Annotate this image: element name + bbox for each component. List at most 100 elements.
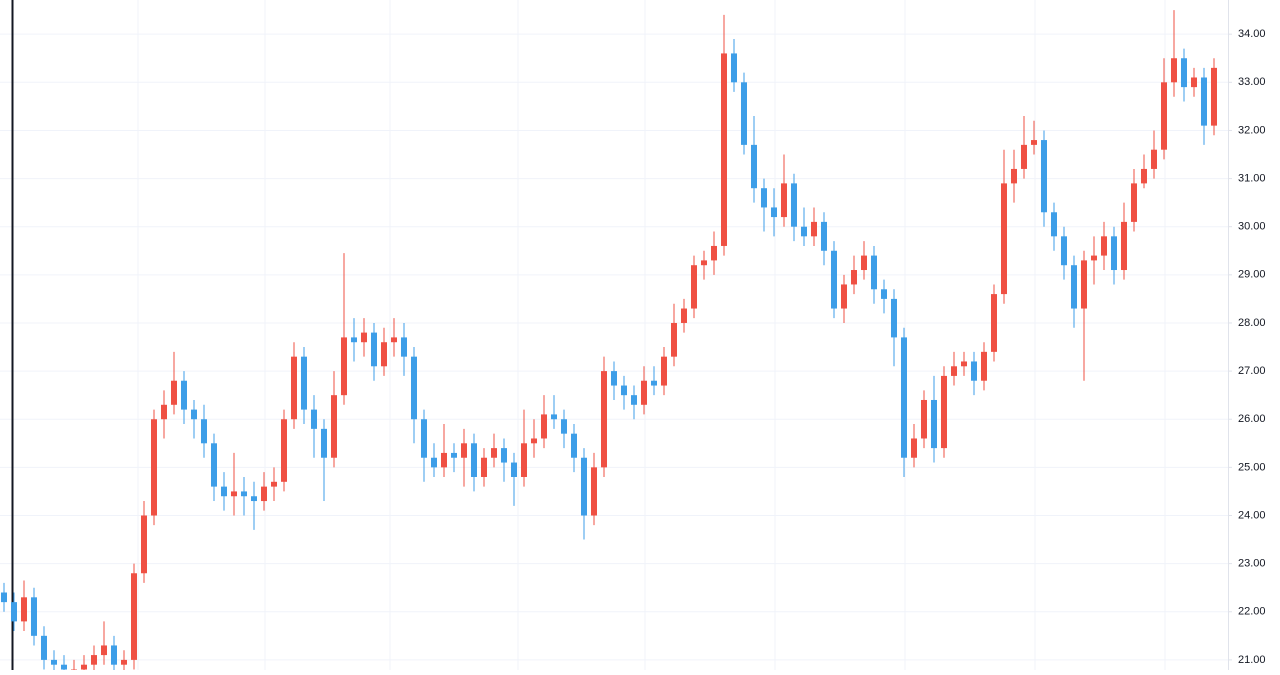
candle-body <box>811 222 817 236</box>
candle-body <box>421 419 427 458</box>
candle-body <box>1011 169 1017 183</box>
candle-body <box>801 227 807 237</box>
y-tick-label: 33.00 <box>1238 76 1266 88</box>
candle-body <box>191 410 197 420</box>
candle-body <box>131 573 137 660</box>
candle-body <box>781 183 787 217</box>
horizontal-grid <box>0 34 1228 660</box>
candle-body <box>251 496 257 501</box>
candle-body <box>1131 183 1137 222</box>
candle-body <box>851 270 857 284</box>
candle-body <box>511 463 517 477</box>
candle-body <box>201 419 207 443</box>
candle-body <box>171 381 177 405</box>
candle-body <box>771 207 777 217</box>
candle-body <box>1151 150 1157 169</box>
candle-body <box>631 395 637 405</box>
candle-body <box>81 665 87 670</box>
y-tick-label: 29.00 <box>1238 269 1266 281</box>
candle-body <box>1071 265 1077 308</box>
candle-body <box>861 256 867 270</box>
candle-body <box>401 337 407 356</box>
candle-body <box>531 438 537 443</box>
candle-body <box>391 337 397 342</box>
candle-body <box>1081 260 1087 308</box>
candle-body <box>831 251 837 309</box>
candle-body <box>1121 222 1127 270</box>
candle-body <box>1191 77 1197 87</box>
candle-body <box>581 458 587 516</box>
candle-body <box>651 381 657 386</box>
candle-body <box>691 265 697 308</box>
candle-body <box>891 299 897 338</box>
candle-body <box>901 337 907 457</box>
candle-body <box>91 655 97 665</box>
candle-body <box>981 352 987 381</box>
candle-body <box>331 395 337 458</box>
candle-body <box>941 376 947 448</box>
candle-body <box>881 289 887 299</box>
candle-body <box>481 458 487 477</box>
candle-body <box>1091 256 1097 261</box>
candle-body <box>1061 236 1067 265</box>
candle-body <box>241 491 247 496</box>
candle-body <box>911 438 917 457</box>
candle-body <box>321 429 327 458</box>
candle-body <box>961 361 967 366</box>
y-tick-label: 23.00 <box>1238 558 1266 570</box>
candle-body <box>281 419 287 482</box>
vertical-grid <box>138 0 1165 670</box>
candle-body <box>561 419 567 433</box>
y-tick-label: 28.00 <box>1238 317 1266 329</box>
candle-body <box>111 645 117 664</box>
candle-body <box>551 414 557 419</box>
candle-body <box>991 294 997 352</box>
candle-body <box>611 371 617 385</box>
candle-body <box>1101 236 1107 255</box>
candle-body <box>571 434 577 458</box>
candle-body <box>181 381 187 410</box>
candle-body <box>361 333 367 343</box>
candle-body <box>1021 145 1027 169</box>
candle-body <box>441 453 447 467</box>
candle-body <box>841 284 847 308</box>
candle-body <box>211 443 217 486</box>
candle-body <box>1161 82 1167 149</box>
candle-body <box>1001 183 1007 294</box>
candle-body <box>661 357 667 386</box>
candle-body <box>461 443 467 457</box>
candle-body <box>61 665 67 670</box>
candle-body <box>21 597 27 621</box>
candle-body <box>1051 212 1057 236</box>
candle-body <box>541 414 547 438</box>
y-tick-label: 27.00 <box>1238 365 1266 377</box>
candle-body <box>1141 169 1147 183</box>
candle-body <box>601 371 607 467</box>
candle-body <box>261 487 267 501</box>
candle-body <box>731 53 737 82</box>
candle-body <box>381 342 387 366</box>
candle-body <box>931 400 937 448</box>
candle-body <box>51 660 57 665</box>
candle-body <box>1 593 7 603</box>
y-tick-label: 34.00 <box>1238 28 1266 40</box>
candle-body <box>971 361 977 380</box>
y-tick-label: 21.00 <box>1238 654 1266 666</box>
candle-body <box>411 357 417 420</box>
candle-body <box>671 323 677 357</box>
candle-body <box>591 467 597 515</box>
candle-body <box>371 333 377 367</box>
candle-body <box>921 400 927 439</box>
y-tick-label: 24.00 <box>1238 509 1266 521</box>
candle-body <box>621 386 627 396</box>
candle-body <box>761 188 767 207</box>
candle-body <box>31 597 37 636</box>
candle-body <box>41 636 47 660</box>
candle-body <box>1201 77 1207 125</box>
candle-body <box>271 482 277 487</box>
candle-body <box>151 419 157 515</box>
candle-body <box>641 381 647 405</box>
candle-body <box>491 448 497 458</box>
candle-body <box>141 515 147 573</box>
candle-body <box>701 260 707 265</box>
